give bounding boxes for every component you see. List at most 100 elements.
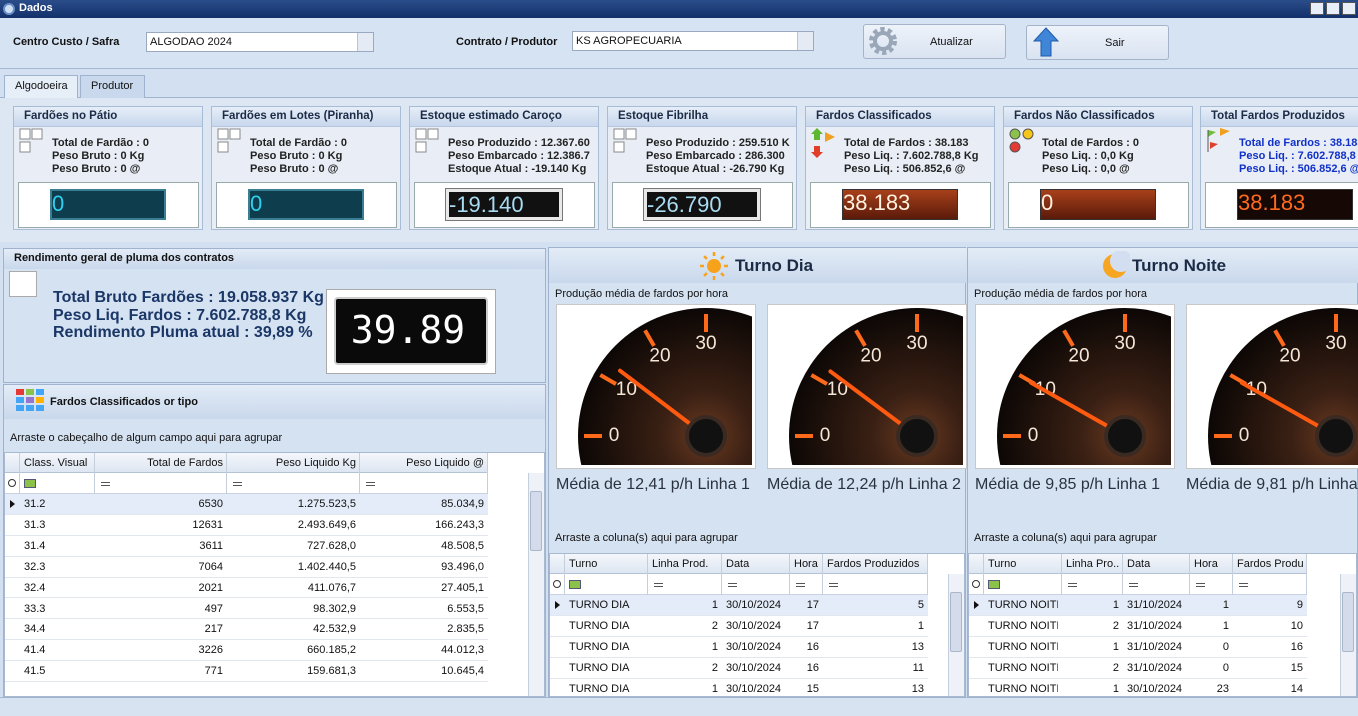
grid-row[interactable] <box>5 535 488 557</box>
grid-cell: 34.4 <box>24 623 46 636</box>
filter-operator <box>1068 583 1077 587</box>
grid-cell: TURNO DIA <box>569 620 630 632</box>
column-header[interactable]: Class. Visual <box>24 457 88 469</box>
decoration <box>415 128 427 140</box>
grid-cell: 30/10/2024 <box>1127 683 1183 695</box>
filter-operator <box>101 482 110 486</box>
column-header[interactable]: Linha Prod. <box>652 558 709 570</box>
grid-row[interactable] <box>969 595 1307 616</box>
grid-cell: 13 <box>911 683 924 695</box>
grid-row[interactable] <box>5 661 488 683</box>
gauge-tick-label: 0 <box>820 425 831 446</box>
grid-row[interactable] <box>969 679 1307 696</box>
gauge-hub <box>1104 415 1146 457</box>
grid-cell: 44.012,3 <box>441 644 484 657</box>
grid-cell: 1 <box>711 683 718 695</box>
column-header[interactable]: Data <box>1127 558 1151 570</box>
decoration <box>19 141 31 153</box>
combo-arrow[interactable] <box>797 32 813 50</box>
maximize-button[interactable] <box>1326 2 1340 15</box>
column-header[interactable]: Turno <box>569 558 598 570</box>
gauge-tick-label: 10 <box>827 379 848 400</box>
card-title: Estoque estimado Caroço <box>420 110 562 122</box>
grid-row[interactable] <box>550 616 928 637</box>
scroll-thumb[interactable] <box>1342 592 1354 652</box>
grid-row[interactable] <box>5 514 488 536</box>
grid-cell: 660.185,2 <box>307 644 356 657</box>
gauge-caption: Média de 12,24 p/h Linha 2 <box>767 476 961 493</box>
combo-box[interactable] <box>146 32 374 52</box>
grid-row[interactable] <box>5 640 488 662</box>
card: Fardões em Lotes (Piranha) Total de Fardã… <box>211 106 401 230</box>
shift-title: Turno Dia <box>735 256 814 275</box>
grid-row[interactable] <box>969 658 1307 679</box>
header-divider <box>19 453 20 494</box>
grid-cell: TURNO DIA <box>569 641 630 653</box>
close-button[interactable] <box>1342 2 1356 15</box>
card-line: Peso Produzido : 259.510 K <box>646 137 790 149</box>
grid-header <box>550 554 928 574</box>
grid-filter-row <box>969 574 1307 595</box>
column-header[interactable]: Data <box>726 558 750 570</box>
combo-box[interactable] <box>572 31 814 51</box>
grid-cell: 10.645,4 <box>441 665 484 678</box>
card-header <box>410 107 598 127</box>
grid-cell: 13 <box>911 641 924 653</box>
grid-row[interactable] <box>550 658 928 679</box>
card-line: Peso Bruto : 0 @ <box>52 163 141 175</box>
grid-cell: 2 <box>711 662 718 674</box>
yield-line: Peso Liq. Fardos : 7.602.788,8 Kg <box>53 306 307 324</box>
filter-operator <box>1129 583 1138 587</box>
grid-row[interactable] <box>550 679 928 696</box>
column-header[interactable]: Linha Pro... <box>1066 558 1119 570</box>
combo-arrow[interactable] <box>357 33 373 51</box>
header-divider <box>789 554 790 595</box>
scroll-thumb[interactable] <box>950 592 962 652</box>
card-icon <box>415 128 439 153</box>
column-header[interactable]: Fardos Produzidos <box>827 558 920 570</box>
grid-row[interactable] <box>5 598 488 620</box>
grid-row[interactable] <box>5 556 488 578</box>
column-header[interactable]: Hora <box>1194 558 1218 570</box>
grid-row[interactable] <box>969 616 1307 637</box>
gauge-tick <box>810 373 828 386</box>
gauge-tick <box>1273 329 1286 347</box>
digital-display: 0 <box>248 189 364 220</box>
card-line: Peso Bruto : 0 @ <box>250 163 339 175</box>
grid-row[interactable] <box>550 595 928 616</box>
column-header[interactable]: Peso Liquido @ <box>406 457 484 469</box>
column-header[interactable]: Fardos Produzidos <box>1237 558 1303 570</box>
grid-row[interactable] <box>550 637 928 658</box>
filter-operator <box>829 583 838 587</box>
grid-cell: TURNO DIA <box>569 662 630 674</box>
decoration <box>427 128 439 140</box>
tab[interactable] <box>4 75 78 98</box>
tab[interactable] <box>80 75 145 98</box>
refresh-button[interactable] <box>863 24 1006 59</box>
grid-row[interactable] <box>5 494 488 515</box>
grid-cell: 23 <box>1216 683 1229 695</box>
column-header[interactable]: Hora <box>794 558 818 570</box>
grid-row[interactable] <box>5 619 488 641</box>
header-divider <box>564 554 565 595</box>
scroll-thumb[interactable] <box>530 491 542 551</box>
column-header[interactable]: Peso Liquido Kg <box>275 457 356 469</box>
column-header[interactable]: Total de Fardos <box>147 457 223 469</box>
column-header[interactable]: Turno <box>988 558 1017 570</box>
minimize-button[interactable] <box>1310 2 1324 15</box>
grid-cell: 12631 <box>192 518 223 531</box>
gauge-tick-label: 0 <box>609 425 620 446</box>
grid-cell: 32.4 <box>24 581 46 594</box>
card-line: Peso Liq. : 506.852,6 @ <box>844 163 966 175</box>
yield-icon <box>9 271 37 297</box>
grid-row[interactable] <box>969 637 1307 658</box>
card-header <box>212 107 400 127</box>
grid-icon <box>16 389 44 411</box>
card-line: Peso Bruto : 0 Kg <box>52 150 145 162</box>
grid-row[interactable] <box>5 577 488 599</box>
grid-cell: 166.243,3 <box>435 518 484 531</box>
grid-cell: TURNO NOITE <box>988 662 1058 674</box>
grid-cell: 30/10/2024 <box>726 662 782 674</box>
group-hint: Arraste a coluna(s) aqui para agrupar <box>555 532 738 544</box>
